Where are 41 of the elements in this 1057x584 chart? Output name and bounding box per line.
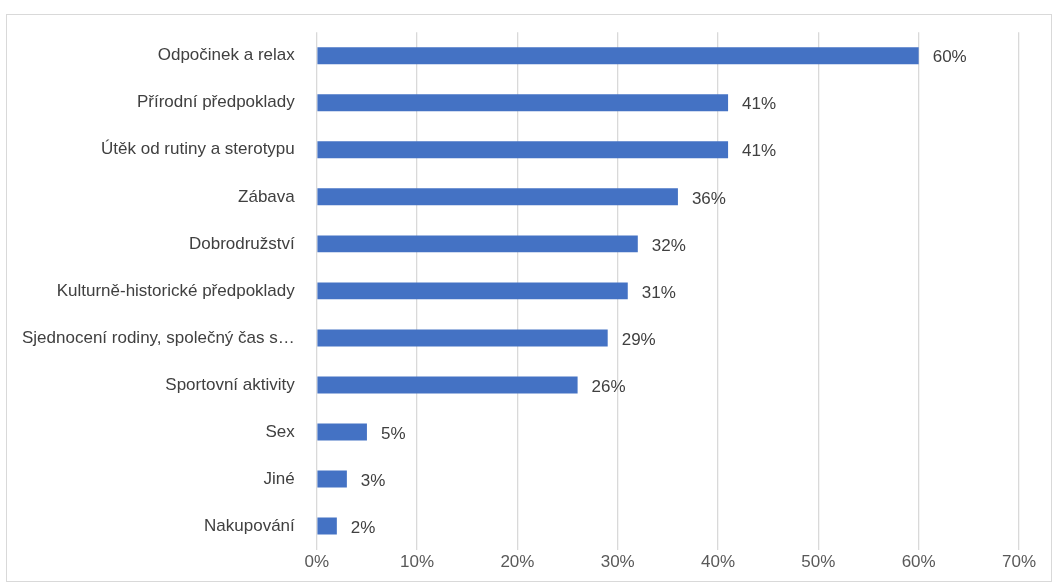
y-tick-label: Nakupování	[204, 515, 296, 535]
data-label: 31%	[641, 282, 676, 302]
data-label: 41%	[742, 94, 777, 114]
y-tick-label: Zábava	[238, 186, 296, 206]
bar	[317, 282, 628, 300]
bar	[317, 423, 367, 441]
bar	[317, 47, 919, 65]
y-tick-label: Sportovní aktivity	[165, 374, 296, 394]
y-tick-label: Kulturně-historické předpoklady	[56, 280, 296, 300]
bar	[317, 188, 678, 206]
x-tick-label: 70%	[1001, 552, 1037, 572]
data-label: 2%	[350, 517, 376, 537]
y-tick-label: Přírodní předpoklady	[136, 92, 296, 112]
bar	[317, 94, 729, 112]
data-label: 3%	[360, 470, 386, 490]
bar	[317, 141, 729, 159]
data-label: 29%	[621, 329, 656, 349]
data-label: 36%	[691, 188, 726, 208]
bar	[317, 329, 608, 347]
bar	[317, 517, 337, 535]
data-label: 26%	[591, 376, 626, 396]
bar	[317, 470, 347, 488]
data-label: 5%	[380, 423, 406, 443]
bar	[317, 376, 578, 394]
y-tick-label: Jiné	[263, 468, 295, 488]
y-tick-label: Útěk od rutiny a sterotypu	[101, 139, 295, 159]
bar	[317, 235, 638, 253]
data-label: 60%	[932, 47, 967, 67]
x-tick-label: 20%	[500, 552, 535, 572]
data-label: 32%	[651, 235, 686, 255]
y-tick-label: Sjednocení rodiny, společný čas s…	[21, 327, 295, 347]
y-tick-label: Odpočinek a relax	[157, 45, 296, 65]
x-tick-label: 60%	[901, 552, 936, 572]
data-label: 41%	[742, 141, 777, 161]
x-tick-label: 0%	[304, 552, 330, 572]
x-tick-label: 50%	[801, 552, 836, 572]
y-tick-label: Sex	[265, 421, 296, 441]
y-tick-label: Dobrodružství	[188, 233, 296, 253]
x-tick-label: 30%	[600, 552, 635, 572]
x-tick-label: 40%	[701, 552, 736, 572]
x-tick-label: 10%	[400, 552, 435, 572]
